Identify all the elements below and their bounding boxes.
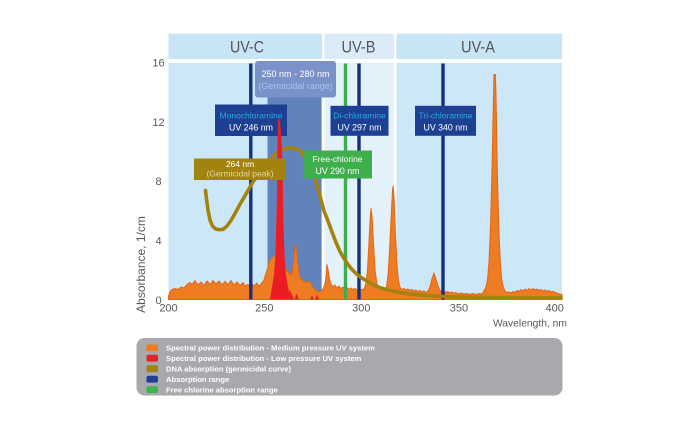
svg-text:UV 246 nm: UV 246 nm xyxy=(229,123,273,133)
svg-text:Di-chloramine: Di-chloramine xyxy=(333,111,386,121)
svg-text:DNA absorption (germicidal cur: DNA absorption (germicidal curve) xyxy=(166,365,292,374)
svg-text:8: 8 xyxy=(155,176,161,188)
svg-text:250: 250 xyxy=(255,303,273,315)
svg-text:UV 297 nm: UV 297 nm xyxy=(337,123,381,133)
svg-text:(Germicidal peak): (Germicidal peak) xyxy=(206,169,273,179)
svg-text:350: 350 xyxy=(450,303,468,315)
svg-text:UV 340 nm: UV 340 nm xyxy=(423,123,467,133)
svg-text:Spectral power distribution -: Spectral power distribution - Medium pre… xyxy=(166,344,375,353)
svg-text:UV 290 nm: UV 290 nm xyxy=(315,166,359,176)
svg-text:Tri-chloramine: Tri-chloramine xyxy=(418,111,472,121)
svg-text:400: 400 xyxy=(546,303,564,315)
svg-text:UV-B: UV-B xyxy=(342,39,376,57)
svg-text:Free-chlorine: Free-chlorine xyxy=(312,154,362,164)
svg-text:300: 300 xyxy=(352,303,370,315)
svg-text:200: 200 xyxy=(159,303,177,315)
svg-text:Absorption range: Absorption range xyxy=(166,375,229,384)
svg-text:Free chlorine absorption range: Free chlorine absorption range xyxy=(166,386,278,395)
svg-text:16: 16 xyxy=(152,58,164,70)
svg-text:Absorbance, 1/cm: Absorbance, 1/cm xyxy=(134,216,148,313)
svg-text:Monochloramine: Monochloramine xyxy=(220,111,283,121)
svg-text:0: 0 xyxy=(155,295,161,307)
svg-text:Wavelength, nm: Wavelength, nm xyxy=(493,319,567,330)
svg-text:4: 4 xyxy=(155,236,161,248)
svg-text:(Germicidal range): (Germicidal range) xyxy=(258,81,333,91)
svg-text:12: 12 xyxy=(152,117,164,129)
svg-text:Spectral power distribution -: Spectral power distribution - Low pressu… xyxy=(166,354,362,363)
svg-text:250 nm - 280 nm: 250 nm - 280 nm xyxy=(261,69,329,79)
svg-text:264 nm: 264 nm xyxy=(226,159,254,169)
svg-text:UV-C: UV-C xyxy=(230,39,264,57)
svg-text:UV-A: UV-A xyxy=(461,39,495,57)
